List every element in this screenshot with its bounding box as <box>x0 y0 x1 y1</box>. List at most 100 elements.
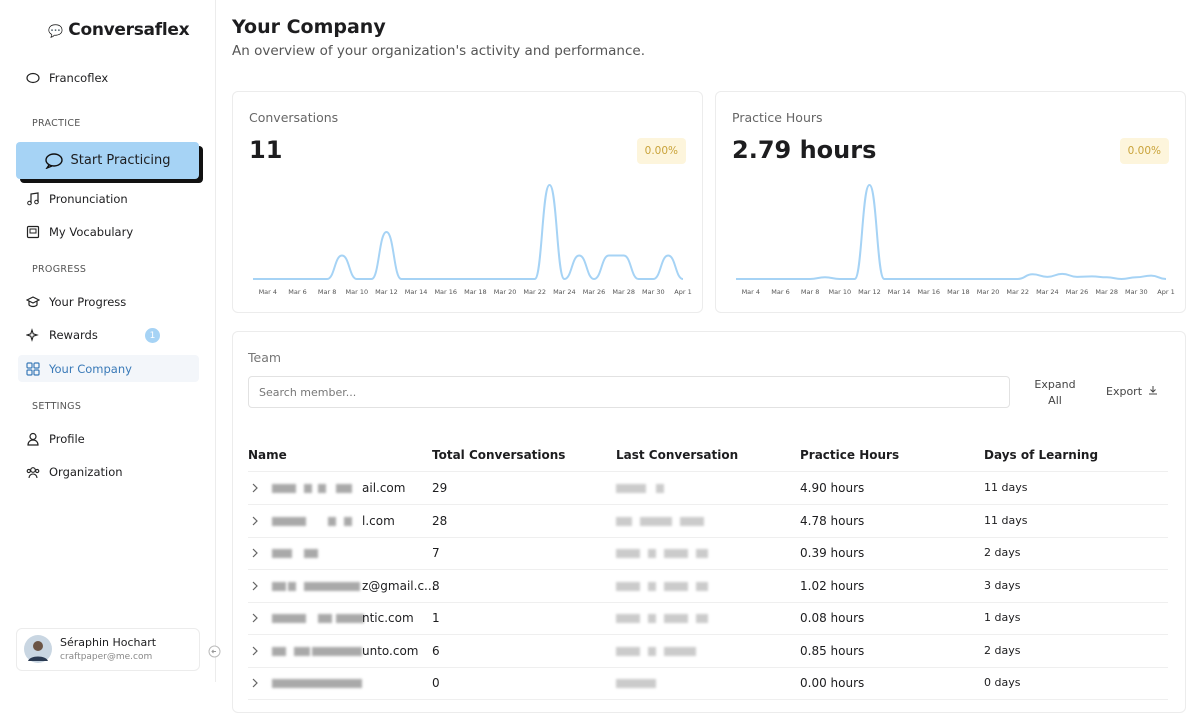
x-tick-label: Mar 16 <box>917 288 940 296</box>
card-title: Practice Hours <box>732 110 823 125</box>
practice-hours: 0.85 hours <box>800 643 865 658</box>
start-practicing-button[interactable]: Start Practicing <box>16 142 199 179</box>
x-tick-label: Mar 26 <box>583 288 606 296</box>
separator <box>248 504 1168 505</box>
total-conversations: 7 <box>432 546 440 560</box>
blurred-date <box>616 614 640 623</box>
nav-item[interactable]: Your Company <box>26 360 132 378</box>
nav-item[interactable]: Your Progress <box>26 293 126 311</box>
workspace[interactable]: Francoflex <box>26 69 108 87</box>
nav-label: Profile <box>49 432 85 446</box>
days-of-learning: 1 days <box>984 611 1021 624</box>
x-tick-label: Mar 8 <box>801 288 819 296</box>
expand-row-chevron[interactable] <box>250 678 260 688</box>
user-name: Séraphin Hochart <box>60 636 157 649</box>
chevron <box>252 613 258 623</box>
blurred-name <box>272 484 296 493</box>
expand-row-chevron[interactable] <box>250 581 260 591</box>
export-label: Export <box>1106 385 1143 398</box>
section-title: SETTINGS <box>32 401 82 412</box>
nav-item[interactable]: My Vocabulary <box>26 223 133 241</box>
blurred-date <box>696 549 708 558</box>
blurred-date <box>616 484 646 493</box>
blurred-date <box>640 516 672 526</box>
chevron <box>252 646 258 655</box>
team-title: Team <box>248 350 282 365</box>
total-conversations: 0 <box>432 676 440 690</box>
total-conversations: 8 <box>432 578 440 593</box>
total-conversations: 6 <box>432 643 440 658</box>
x-tick-label: Mar 6 <box>771 288 789 296</box>
search-input[interactable]: Search member... <box>248 376 1010 408</box>
days-of-learning: 2 days <box>984 546 1021 559</box>
column-header: Name <box>248 448 287 462</box>
blurred-date <box>664 581 688 591</box>
blurred-date <box>616 679 656 688</box>
x-tick-label: Mar 26 <box>1066 288 1089 296</box>
expand-all-button[interactable]: Expand All <box>1034 378 1076 407</box>
practice-hours: 0.39 hours <box>800 546 865 560</box>
brand[interactable]: 💬 Conversaflex <box>48 20 190 40</box>
x-tick-label: Mar 22 <box>1006 288 1029 296</box>
card-total: 11 <box>249 136 283 164</box>
blurred-name <box>272 679 362 688</box>
blurred-date <box>664 549 688 558</box>
icon <box>26 296 40 308</box>
blurred-name <box>272 516 306 526</box>
export-button[interactable]: Export <box>1106 385 1158 398</box>
days-of-learning: 3 days <box>984 578 1021 592</box>
collapse-button[interactable] <box>208 645 221 658</box>
column-header: Practice Hours <box>800 448 900 462</box>
card-title: Conversations <box>249 110 339 125</box>
x-tick-label: Mar 30 <box>1125 288 1148 296</box>
x-tick-label: Mar 4 <box>259 288 277 296</box>
brand-name: Conversaflex <box>68 20 190 40</box>
separator <box>248 634 1168 635</box>
user-card[interactable]: Séraphin Hochart craftpaper@me.com <box>16 628 200 671</box>
total-conversations: 28 <box>432 513 448 528</box>
chevron <box>252 483 258 493</box>
nav-item[interactable]: Rewards <box>26 326 98 344</box>
line <box>252 183 684 281</box>
x-tick-label: Mar 18 <box>464 288 487 296</box>
expand-row-chevron[interactable] <box>250 516 260 526</box>
line-chart: Mar 4 Mar 6 Mar 8 Mar 10 Mar 12 Mar 14 Mar 16 M… <box>252 183 692 296</box>
x-tick-label: Mar 12 <box>858 288 881 296</box>
column-header: Days of Learning <box>984 448 1099 462</box>
workspace-icon <box>26 72 40 84</box>
section-title: PRACTICE <box>32 118 81 129</box>
total-conversations: 1 <box>432 611 440 625</box>
user-email: craftpaper@me.com <box>60 652 153 662</box>
blurred-name <box>344 516 352 526</box>
x-tick-label: Mar 8 <box>318 288 336 296</box>
expand-row-chevron[interactable] <box>250 548 260 558</box>
blurred-date <box>616 581 640 591</box>
line-chart: Mar 4 Mar 6 Mar 8 Mar 10 Mar 12 Mar 14 Mar 16 M… <box>735 183 1175 296</box>
days-of-learning: 11 days <box>984 481 1028 494</box>
icon <box>26 362 40 376</box>
blurred-name <box>272 646 286 656</box>
x-tick-label: Mar 28 <box>612 288 635 296</box>
blurred-name <box>304 484 312 493</box>
blurred-name <box>336 484 352 493</box>
blurred-date <box>648 614 656 623</box>
nav-item[interactable]: Organization <box>26 463 123 481</box>
total-conversations: 29 <box>432 481 448 495</box>
start-icon <box>44 152 63 169</box>
x-tick-label: Mar 24 <box>1036 288 1059 296</box>
chevron <box>252 581 258 590</box>
expand-row-chevron[interactable] <box>250 483 260 493</box>
column-header: Total Conversations <box>432 448 566 462</box>
chart-card: Conversations 11 0.00% Mar 4 Mar 6 Mar 8 Mar 1… <box>232 91 703 313</box>
nav-item[interactable]: Pronunciation <box>26 190 128 208</box>
chevron <box>252 678 258 688</box>
x-tick-label: Mar 18 <box>947 288 970 296</box>
blurred-name <box>312 646 362 656</box>
change-pill: 0.00% <box>636 138 686 164</box>
blurred-date <box>664 646 696 656</box>
expand-row-chevron[interactable] <box>250 613 260 623</box>
expand-row-chevron[interactable] <box>250 646 260 656</box>
avatar <box>24 635 52 663</box>
nav-item[interactable]: Profile <box>26 430 85 448</box>
